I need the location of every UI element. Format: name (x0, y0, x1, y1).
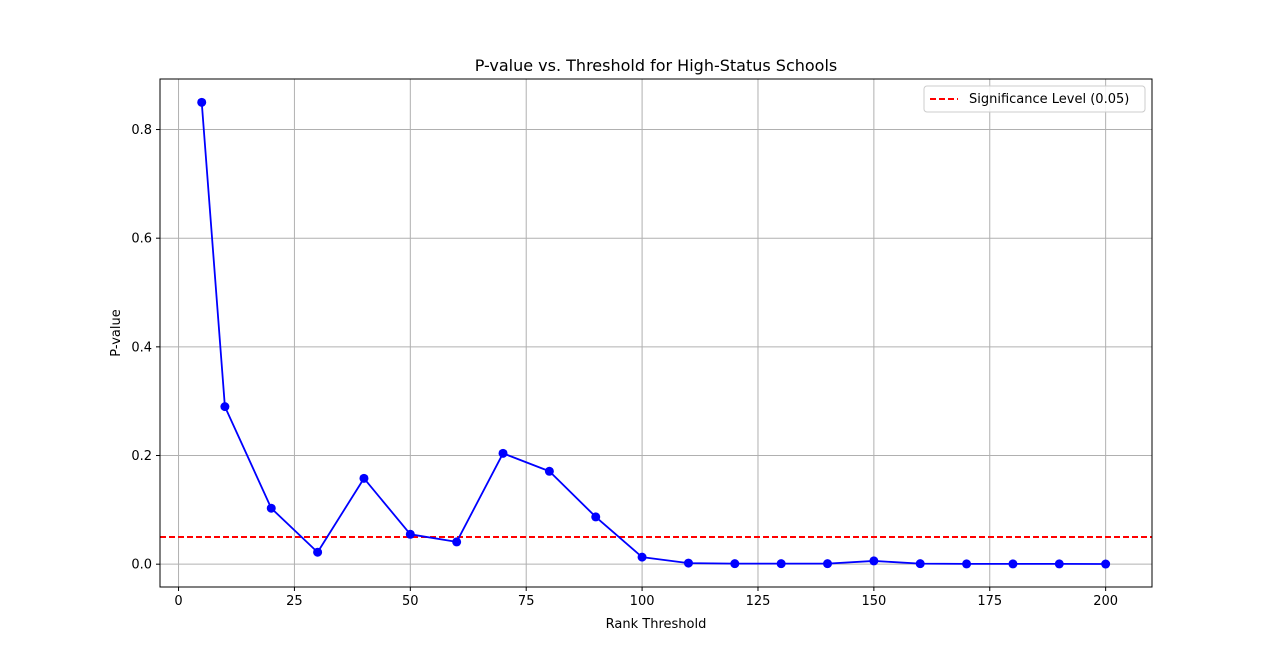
x-tick-label: 125 (746, 594, 771, 609)
data-point (197, 97, 207, 107)
plot-frame (159, 78, 1153, 588)
y-tick-label: 0.4 (131, 340, 152, 355)
data-point (683, 558, 693, 568)
x-tick-label: 200 (1093, 594, 1118, 609)
series (197, 97, 1111, 569)
data-point (962, 559, 972, 569)
data-point (544, 466, 554, 476)
data-point (1054, 559, 1064, 569)
data-point (1101, 559, 1111, 569)
y-tick-label: 0.2 (131, 449, 152, 464)
legend-label-significance: Significance Level (0.05) (969, 92, 1129, 107)
data-point (1008, 559, 1018, 569)
x-tick-label: 50 (402, 594, 419, 609)
data-point (637, 552, 647, 562)
data-point (591, 512, 601, 522)
chart-title: P-value vs. Threshold for High-Status Sc… (475, 56, 838, 75)
data-point (452, 537, 462, 547)
data-point (730, 559, 740, 569)
data-point (823, 559, 833, 569)
legend: Significance Level (0.05) (923, 85, 1146, 113)
data-point (266, 503, 276, 513)
x-tick-label: 75 (518, 594, 535, 609)
plot-area (160, 79, 1152, 587)
y-axis-label: P-value (109, 309, 124, 356)
legend-box (923, 85, 1146, 113)
x-axis-label: Rank Threshold (606, 617, 707, 632)
y-tick-label: 0.6 (131, 232, 152, 247)
data-point (498, 448, 508, 458)
x-tick-label: 0 (174, 594, 182, 609)
axis-ticks: 0 25 50 75 100 125 150 175 200 0.0 0.2 0.4 0.6 0.8 (131, 123, 1118, 609)
x-tick-label: 25 (286, 594, 303, 609)
data-point (313, 547, 323, 557)
y-tick-label: 0.0 (131, 558, 152, 573)
data-point (869, 556, 879, 566)
data-point (359, 473, 369, 483)
x-tick-label: 175 (977, 594, 1002, 609)
x-tick-label: 150 (861, 594, 886, 609)
data-point (915, 559, 925, 569)
y-tick-label: 0.8 (131, 123, 152, 138)
x-tick-label: 100 (630, 594, 655, 609)
data-point (405, 529, 415, 539)
data-point (776, 559, 786, 569)
data-point (220, 402, 230, 412)
